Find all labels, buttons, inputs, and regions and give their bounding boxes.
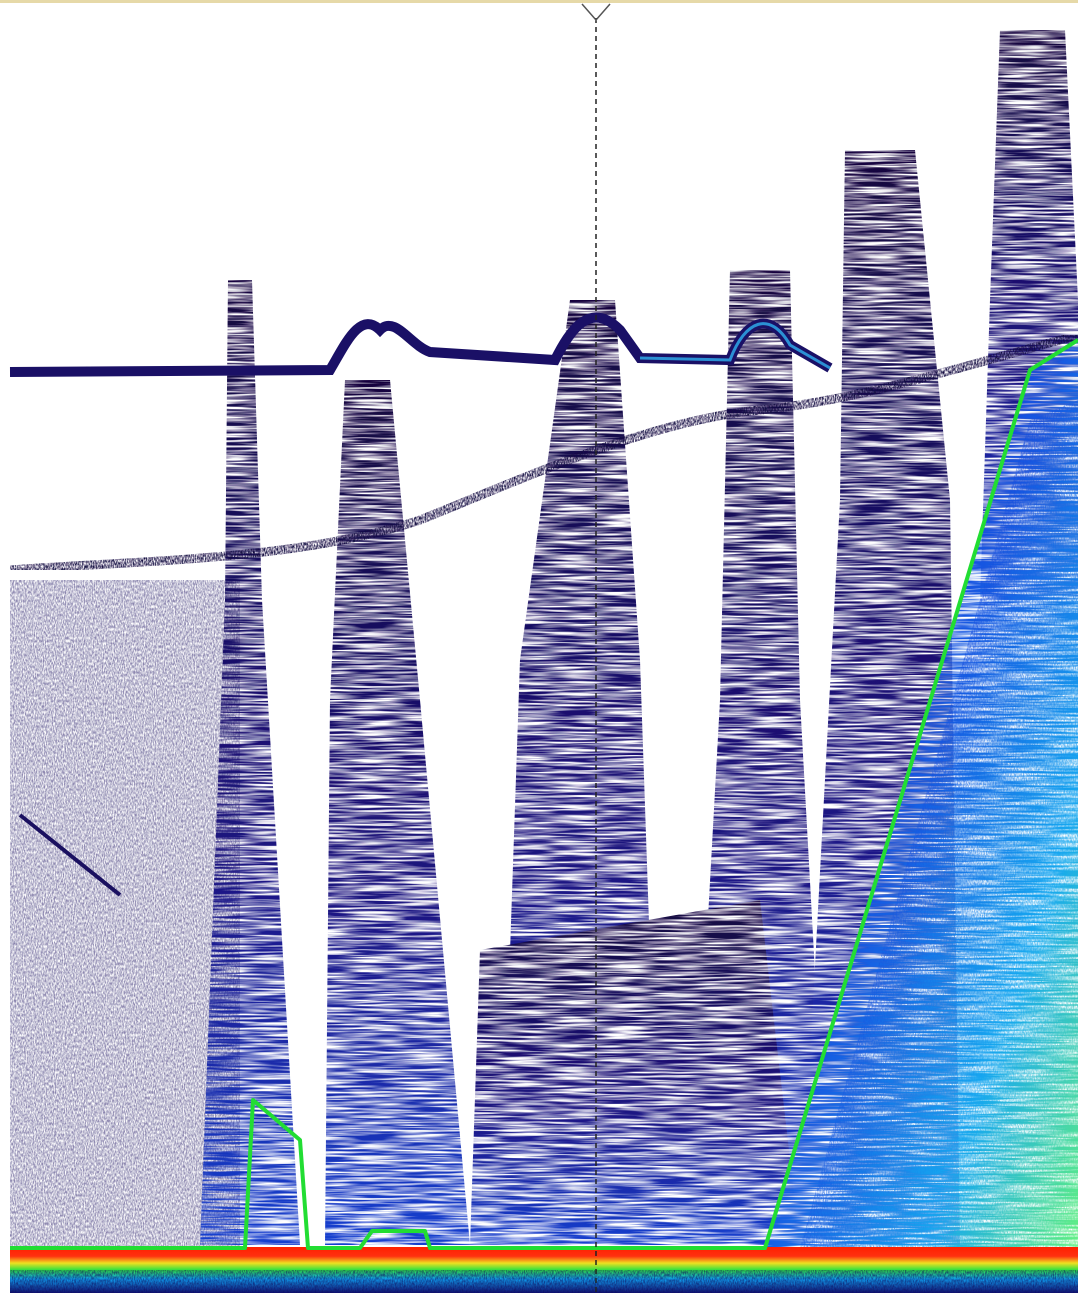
surface-band-highlight (639, 322, 831, 370)
bottom-line (10, 338, 1078, 1250)
echo-column (325, 380, 470, 1245)
cursor-marker (581, 3, 611, 22)
sloping-layer (9, 330, 1078, 575)
noise-field (10, 580, 240, 1250)
echo-mass (470, 900, 800, 1245)
echo-column (200, 280, 300, 1245)
seabed-speckle (10, 1270, 1078, 1293)
top-border (0, 0, 1078, 3)
bottom-return-speckle (800, 400, 1078, 1248)
echo-trace (18, 813, 122, 897)
